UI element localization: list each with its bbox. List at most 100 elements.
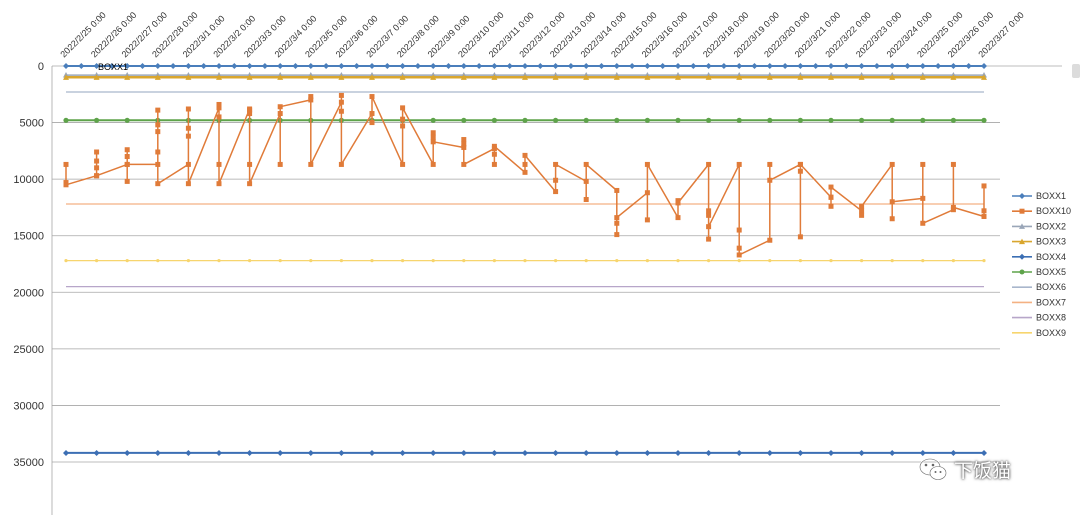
data-point — [353, 63, 360, 69]
data-point — [705, 74, 712, 80]
data-point — [247, 111, 253, 117]
data-point — [736, 449, 743, 456]
data-point — [63, 117, 69, 123]
data-point — [338, 63, 345, 69]
data-point — [720, 63, 727, 69]
data-point — [492, 259, 496, 263]
data-point — [277, 161, 283, 167]
data-point — [982, 259, 986, 263]
data-point — [462, 259, 466, 263]
data-point — [675, 63, 681, 69]
data-point — [461, 161, 467, 167]
data-point — [613, 449, 620, 456]
data-point — [185, 106, 191, 112]
data-point — [920, 117, 926, 123]
data-point — [155, 181, 161, 187]
data-point — [461, 117, 467, 123]
legend-item: BOXX7 — [1012, 297, 1066, 307]
data-point — [125, 259, 129, 263]
data-point — [277, 449, 284, 456]
data-point — [950, 449, 957, 456]
data-point — [63, 182, 69, 188]
data-point — [919, 63, 926, 69]
data-point — [644, 217, 650, 223]
data-point — [108, 63, 115, 69]
data-point — [889, 216, 895, 222]
data-point — [384, 63, 391, 69]
y-tick-label: 30000 — [13, 400, 44, 412]
data-point — [950, 63, 957, 69]
data-point — [216, 63, 222, 69]
legend-marker — [1019, 193, 1025, 199]
legend-item: BOXX10 — [1012, 206, 1071, 216]
series-boxx3 — [63, 74, 987, 80]
y-tick-label: 20000 — [13, 287, 44, 299]
data-point — [400, 116, 406, 122]
data-point — [216, 114, 222, 120]
data-point — [614, 117, 620, 123]
data-point — [231, 63, 238, 69]
data-point — [644, 449, 651, 456]
data-point — [859, 203, 865, 209]
data-point — [920, 161, 926, 167]
data-point — [185, 181, 191, 187]
data-point — [93, 449, 100, 456]
data-point — [706, 208, 712, 214]
data-point — [858, 63, 865, 69]
data-point — [797, 161, 803, 167]
data-point — [63, 449, 69, 456]
data-point — [890, 259, 894, 263]
data-point — [248, 259, 252, 263]
data-point — [828, 117, 834, 123]
data-point — [63, 74, 69, 80]
data-point — [277, 111, 283, 117]
data-point — [93, 63, 100, 69]
data-point — [216, 449, 222, 456]
legend-item: BOXX8 — [1012, 313, 1066, 323]
data-point — [94, 173, 100, 179]
legend-item: BOXX6 — [1012, 282, 1066, 292]
data-point — [124, 74, 131, 80]
data-point — [216, 105, 222, 111]
data-point — [124, 147, 130, 153]
data-point — [431, 259, 435, 263]
legend-item: BOXX4 — [1012, 252, 1066, 262]
data-point — [613, 63, 620, 69]
watermark-text: 下饭猫 — [954, 459, 1012, 482]
data-point — [308, 161, 314, 167]
data-point — [246, 449, 253, 456]
data-point — [155, 161, 161, 167]
data-point — [889, 161, 895, 167]
data-point — [400, 161, 406, 167]
legend-marker — [1019, 238, 1025, 245]
data-point — [768, 259, 772, 263]
data-point — [139, 63, 146, 69]
series-boxx9 — [64, 259, 986, 263]
data-point — [736, 74, 743, 80]
data-point — [277, 74, 284, 80]
y-tick-label: 10000 — [13, 174, 44, 186]
scrollbar-handle[interactable] — [1072, 64, 1080, 78]
data-point — [399, 449, 406, 456]
data-point — [94, 149, 100, 155]
data-point — [644, 161, 650, 167]
data-point — [736, 117, 742, 123]
data-point — [736, 161, 742, 167]
data-point — [124, 449, 131, 456]
data-point — [278, 259, 282, 263]
data-point — [706, 236, 712, 242]
data-point — [767, 117, 773, 123]
data-point — [155, 129, 161, 135]
data-point — [797, 449, 804, 456]
y-tick-label: 0 — [38, 61, 44, 73]
data-point — [767, 161, 773, 167]
data-point — [460, 63, 467, 69]
data-point — [843, 63, 850, 69]
data-point — [369, 111, 375, 117]
data-point — [675, 215, 681, 221]
data-point — [247, 181, 253, 187]
data-point — [567, 63, 574, 69]
data-point — [185, 133, 191, 139]
